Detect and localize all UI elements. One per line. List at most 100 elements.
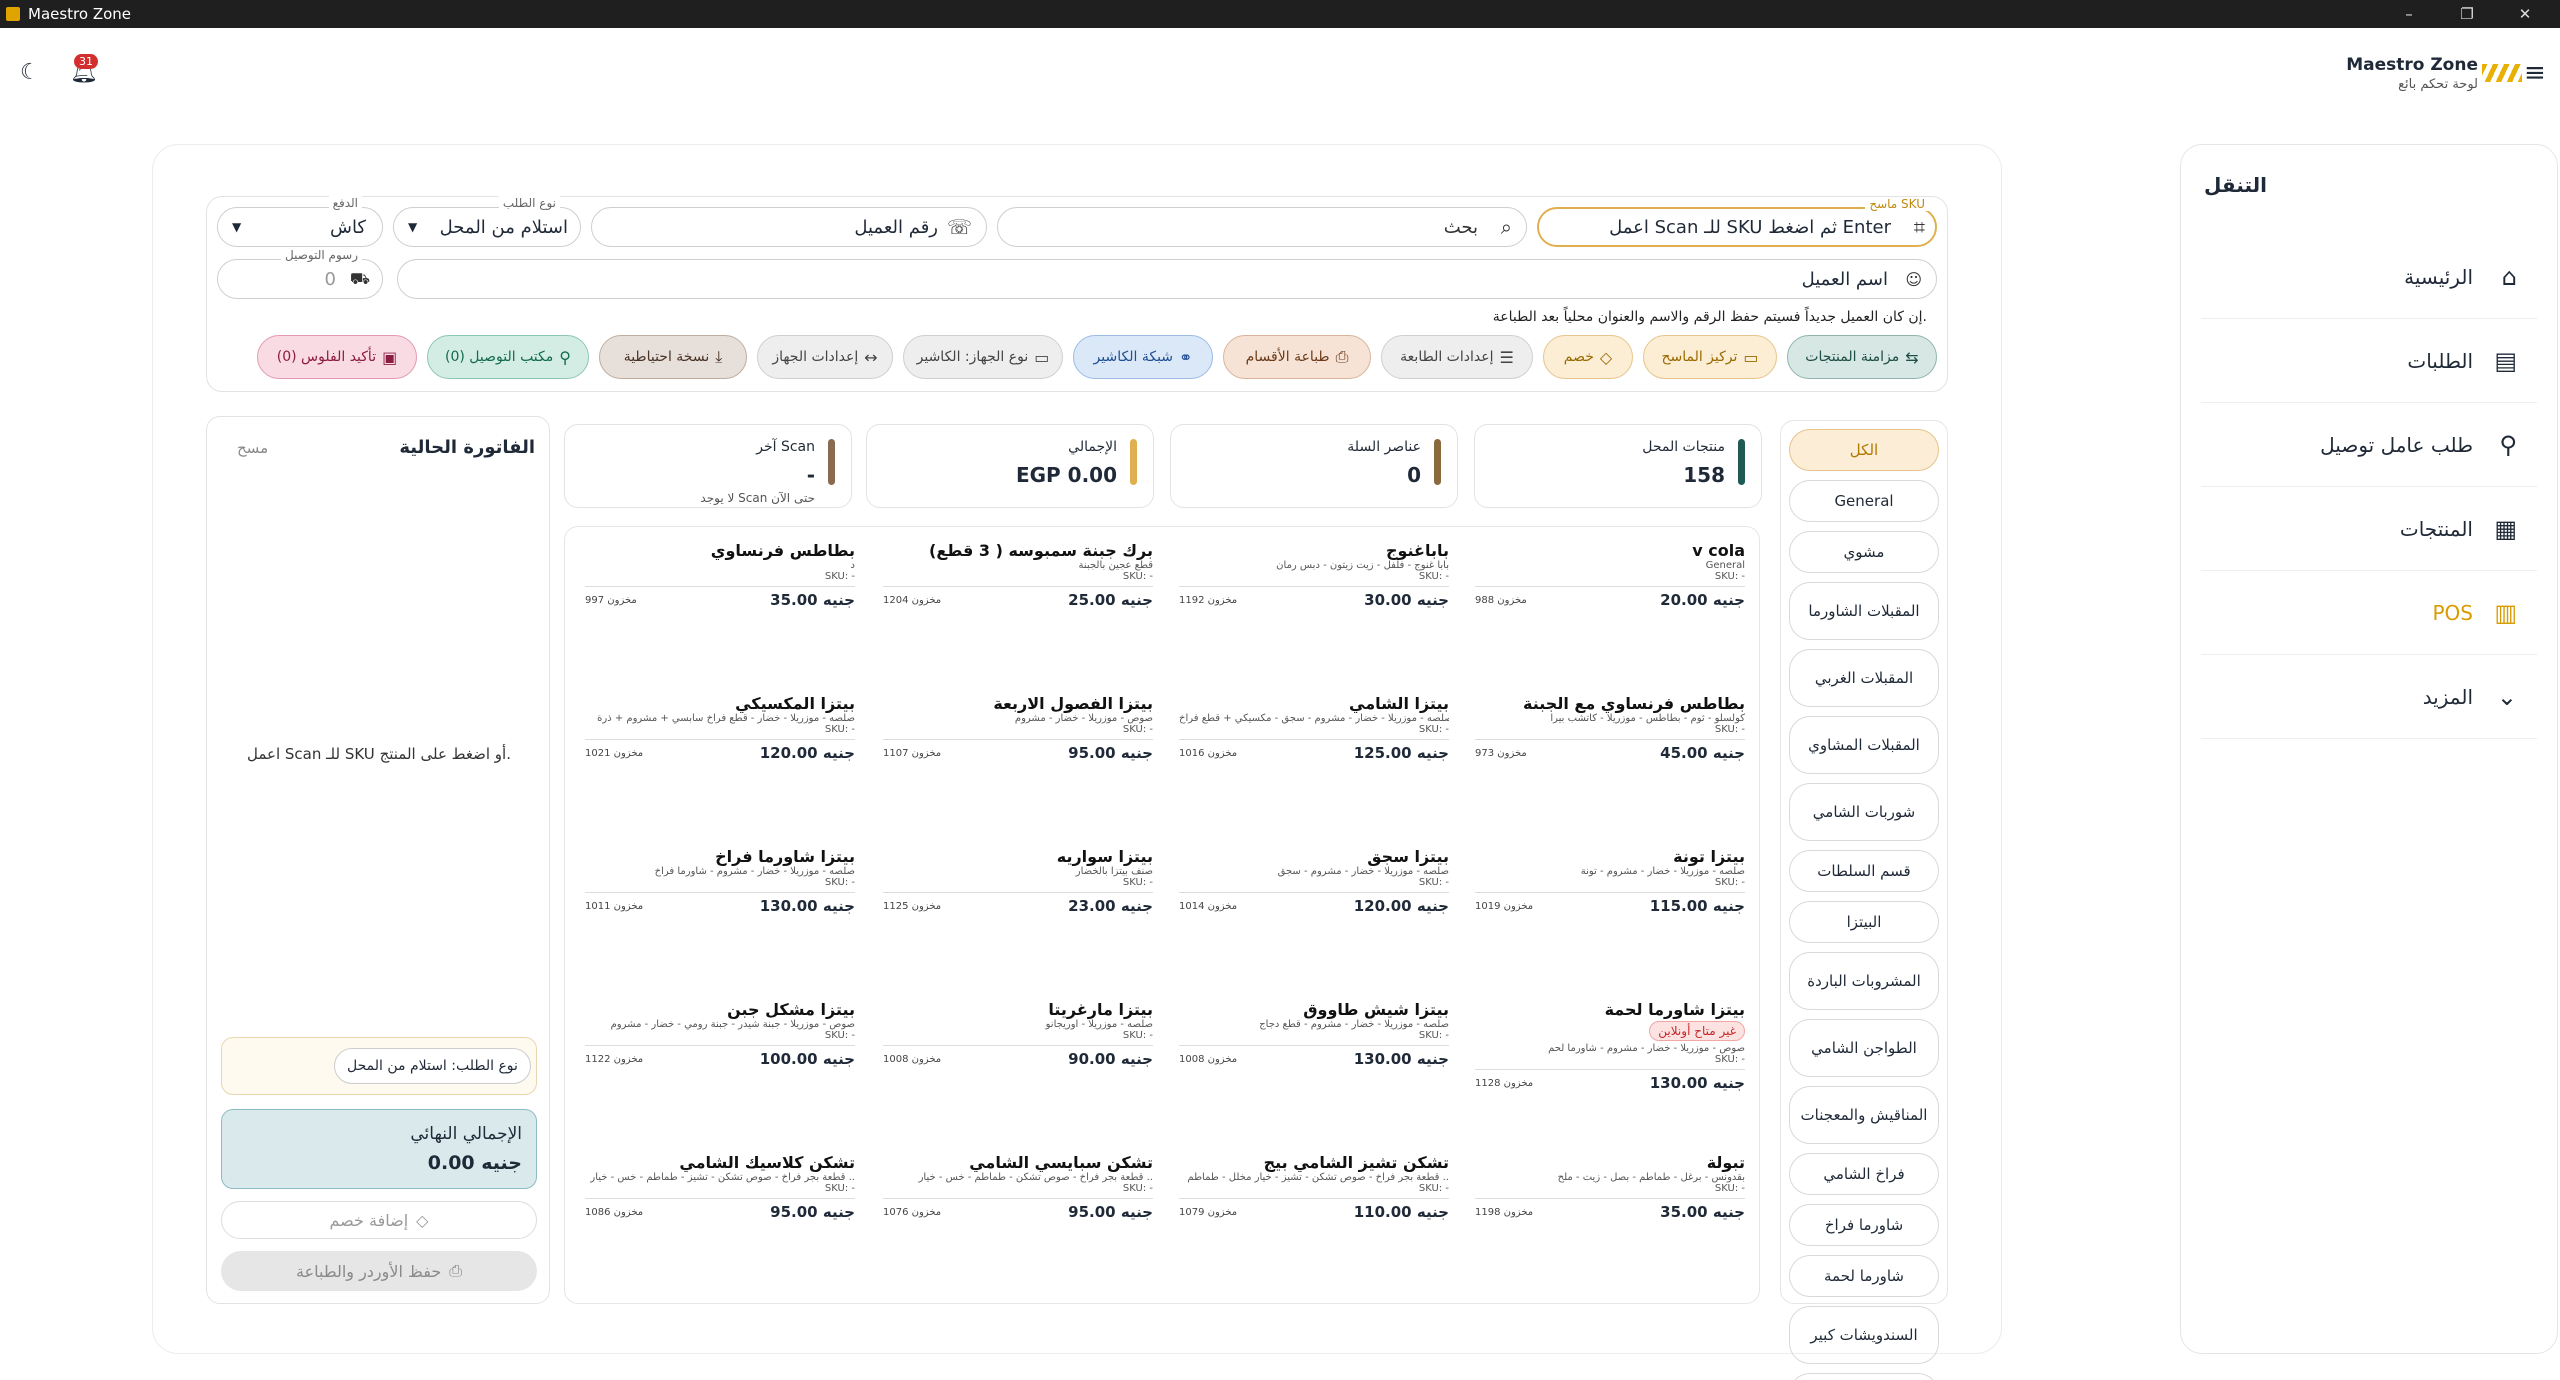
product-desc: SKU: - bbox=[1122, 724, 1153, 735]
category-5[interactable]: المقبلات المشاوي bbox=[1789, 716, 1939, 774]
search-input[interactable]: ⌕ بحث bbox=[997, 207, 1527, 247]
product-card[interactable]: تشكن سبايسي الشامي قطعة بجر فراخ - صوص تش… bbox=[883, 1153, 1153, 1243]
product-card[interactable]: باباغنوج بابا غنوج - فلفل - زيت زيتون - د… bbox=[1179, 541, 1449, 631]
product-divider bbox=[1475, 739, 1745, 740]
product-card[interactable]: بطاطس فرنساوي مع الجبنة كولسلو - ثوم - بط… bbox=[1475, 694, 1745, 784]
nav-item-5[interactable]: المزيد ⌄ bbox=[2201, 655, 2537, 739]
product-stock: مخزون 1107 bbox=[883, 747, 942, 759]
sync-icon: ⇆ bbox=[1905, 347, 1919, 367]
chip-1[interactable]: تركيز الماسح ▭ bbox=[1643, 335, 1777, 379]
product-stock: مخزون 1021 bbox=[585, 747, 644, 759]
product-card[interactable]: بيتزا مشكل جبن صوص - موزريلا - جبنة شيدر … bbox=[585, 1000, 855, 1090]
product-price-row: مخزون 1107 95.00 جنيه bbox=[883, 744, 1153, 762]
category-11[interactable]: المناقيش والمعجنات bbox=[1789, 1086, 1939, 1144]
product-desc: قطع عجين بالجبنة bbox=[1078, 560, 1153, 571]
product-card[interactable]: بيتزا شيش طاووق صلصه - موزريلا - خضار - م… bbox=[1179, 1000, 1449, 1090]
category-16[interactable]: السندويشات وسط bbox=[1789, 1373, 1939, 1380]
product-card[interactable]: بيتزا سجق صلصه - موزريلا - خضار - مشروم -… bbox=[1179, 847, 1449, 937]
sku-scanner-field[interactable]: ماسح SKU ⌗ اعمل Scan للـ SKU ثم اضغط Ent… bbox=[1537, 197, 1937, 247]
product-price: 120.00 جنيه bbox=[759, 744, 855, 762]
hamburger-menu-icon[interactable]: ≡ bbox=[2524, 58, 2546, 88]
category-8[interactable]: البيتزا bbox=[1789, 901, 1939, 943]
chip-4[interactable]: طباعة الأقسام ⎙ bbox=[1223, 335, 1371, 379]
stat-title: عناصر السلة bbox=[1347, 439, 1421, 455]
category-12[interactable]: فراخ الشامي bbox=[1789, 1153, 1939, 1195]
add-discount-button[interactable]: إضافة خصم ◇ bbox=[221, 1201, 537, 1239]
category-6[interactable]: شوربات الشامي bbox=[1789, 783, 1939, 841]
chip-5[interactable]: شبكة الكاشير ⚭ bbox=[1073, 335, 1213, 379]
category-14[interactable]: شاورما لحمة bbox=[1789, 1255, 1939, 1297]
category-0[interactable]: الكل bbox=[1789, 429, 1939, 471]
product-desc: قطعة بجر فراخ - صوص تشكن - تشيز - خيار م… bbox=[1187, 1172, 1449, 1183]
category-9[interactable]: المشروبات الباردة bbox=[1789, 952, 1939, 1010]
nav-item-3[interactable]: المنتجات ▦ bbox=[2201, 487, 2537, 571]
minimize-icon[interactable]: – bbox=[2405, 5, 2413, 23]
product-card[interactable]: بيتزا المكسيكي صلصه - موزريلا - خضار - قط… bbox=[585, 694, 855, 784]
product-price-row: مخزون 1086 95.00 جنيه bbox=[585, 1203, 855, 1221]
category-4[interactable]: المقبلات الغربي bbox=[1789, 649, 1939, 707]
category-7[interactable]: قسم السلطات bbox=[1789, 850, 1939, 892]
product-desc: SKU: - bbox=[824, 1183, 855, 1194]
category-10[interactable]: الطواجن الشامي bbox=[1789, 1019, 1939, 1077]
product-card[interactable]: تشكن كلاسيك الشامي قطعة بجر فراخ - صوص تش… bbox=[585, 1153, 855, 1243]
order-type-pill[interactable]: نوع الطلب: استلام من المحل bbox=[334, 1048, 531, 1084]
category-2[interactable]: مشوي bbox=[1789, 531, 1939, 573]
payment-value: كاش bbox=[329, 216, 366, 238]
product-stock: مخزون 1014 bbox=[1179, 900, 1238, 912]
chip-8[interactable]: نسخة احتياطية ⤓ bbox=[599, 335, 747, 379]
nav-item-0[interactable]: الرئيسية ⌂ bbox=[2201, 235, 2537, 319]
order-type-select[interactable]: نوع الطلب ▼ استلام من المحل bbox=[393, 196, 581, 247]
final-total-box: الإجمالي النهائي 0.00 جنيه bbox=[221, 1109, 537, 1189]
nav-heading: التنقل bbox=[2204, 173, 2267, 197]
clear-invoice-button[interactable]: مسح bbox=[237, 439, 269, 457]
product-divider bbox=[1475, 586, 1745, 587]
notifications-bell-icon[interactable]: 🔔︎ 31 bbox=[70, 54, 98, 85]
product-stock: مخزون 1016 bbox=[1179, 747, 1238, 759]
chip-6[interactable]: نوع الجهاز: الكاشير ▭ bbox=[903, 335, 1063, 379]
chip-9[interactable]: مكتب التوصيل (0) ⚲ bbox=[427, 335, 589, 379]
delivery-fee-field[interactable]: رسوم التوصيل ⛟ 0 bbox=[217, 248, 383, 299]
product-name: بيتزا المكسيكي bbox=[735, 694, 855, 713]
product-desc: SKU: - bbox=[1418, 1183, 1449, 1194]
product-card[interactable]: بيتزا تونة صلصه - موزريلا - خضار - مشروم … bbox=[1475, 847, 1745, 937]
nav-item-1[interactable]: الطلبات ▤ bbox=[2201, 319, 2537, 403]
final-total-label: الإجمالي النهائي bbox=[410, 1124, 522, 1144]
product-card[interactable]: بيتزا شاورما لحمة غير متاح أونلاين صوص - م… bbox=[1475, 1000, 1745, 1092]
save-and-print-button[interactable]: حفظ الأوردر والطباعة ⎙ bbox=[221, 1251, 537, 1291]
category-3[interactable]: المقبلات الشاورما bbox=[1789, 582, 1939, 640]
nav-item-4[interactable]: POS ▥ bbox=[2201, 571, 2537, 655]
nav-item-2[interactable]: طلب عامل توصيل ⚲ bbox=[2201, 403, 2537, 487]
product-card[interactable]: بيتزا سواريه صنف بيتزا بالخضار SKU: - مخزون… bbox=[883, 847, 1153, 937]
payment-select[interactable]: الدفع ▼ كاش bbox=[217, 196, 383, 247]
chip-7[interactable]: إعدادات الجهاز ↔ bbox=[757, 335, 893, 379]
dark-mode-moon-icon[interactable]: ☾ bbox=[20, 60, 40, 85]
product-card[interactable]: تبولة بقدونس - برغل - طماطم - بصل - زيت -… bbox=[1475, 1153, 1745, 1243]
product-card[interactable]: برك جبنة سمبوسه ( 3 قطع) قطع عجين بالجبنة… bbox=[883, 541, 1153, 631]
product-card[interactable]: بيتزا شاورما فراخ صلصه - موزريلا - خضار -… bbox=[585, 847, 855, 937]
delivery-icon: ⚲ bbox=[559, 347, 571, 367]
category-15[interactable]: السندويشات كبير bbox=[1789, 1306, 1939, 1364]
product-card[interactable]: تشكن تشيز الشامي بيج قطعة بجر فراخ - صوص … bbox=[1179, 1153, 1449, 1243]
product-desc: SKU: - bbox=[1122, 877, 1153, 888]
close-icon[interactable]: ✕ bbox=[2518, 5, 2532, 23]
product-card[interactable]: بيتزا الفصول الاربعة صوص - موزريلا - خضار… bbox=[883, 694, 1153, 784]
customer-phone-field[interactable]: ☏ رقم العميل bbox=[591, 207, 987, 247]
product-price-row: مخزون 1016 125.00 جنيه bbox=[1179, 744, 1449, 762]
restore-icon[interactable]: ❐ bbox=[2460, 5, 2474, 23]
category-13[interactable]: شاورما فراخ bbox=[1789, 1204, 1939, 1246]
product-card[interactable]: v cola General SKU: - مخزون 988 20.00 جنيه bbox=[1475, 541, 1745, 631]
chip-10[interactable]: تأكيد الفلوس (0) ▣ bbox=[257, 335, 417, 379]
chip-2[interactable]: خصم ◇ bbox=[1543, 335, 1633, 379]
product-divider bbox=[585, 1198, 855, 1199]
customer-name-field[interactable]: ☺ اسم العميل bbox=[397, 259, 1937, 299]
product-card[interactable]: بيتزا مارغريتا صلصه - موزريلا - اوريجانو S… bbox=[883, 1000, 1153, 1090]
product-card[interactable]: بطاطس فرنساوي د SKU: - مخزون 997 35.00 جنيه bbox=[585, 541, 855, 631]
product-card[interactable]: بيتزا الشامي صلصه - موزريلا - خضار - مشرو… bbox=[1179, 694, 1449, 784]
category-1[interactable]: General bbox=[1789, 480, 1939, 522]
product-desc: كولسلو - ثوم - بطاطس - موزريلا - كاتشب ب… bbox=[1550, 713, 1745, 724]
product-price-row: مخزون 1008 130.00 جنيه bbox=[1179, 1050, 1449, 1068]
chip-0[interactable]: مزامنة المنتجات ⇆ bbox=[1787, 335, 1937, 379]
chip-3[interactable]: إعدادات الطابعة ☰ bbox=[1381, 335, 1533, 379]
product-stock: مخزون 1079 bbox=[1179, 1206, 1238, 1218]
product-price-row: مخزون 1204 25.00 جنيه bbox=[883, 591, 1153, 609]
